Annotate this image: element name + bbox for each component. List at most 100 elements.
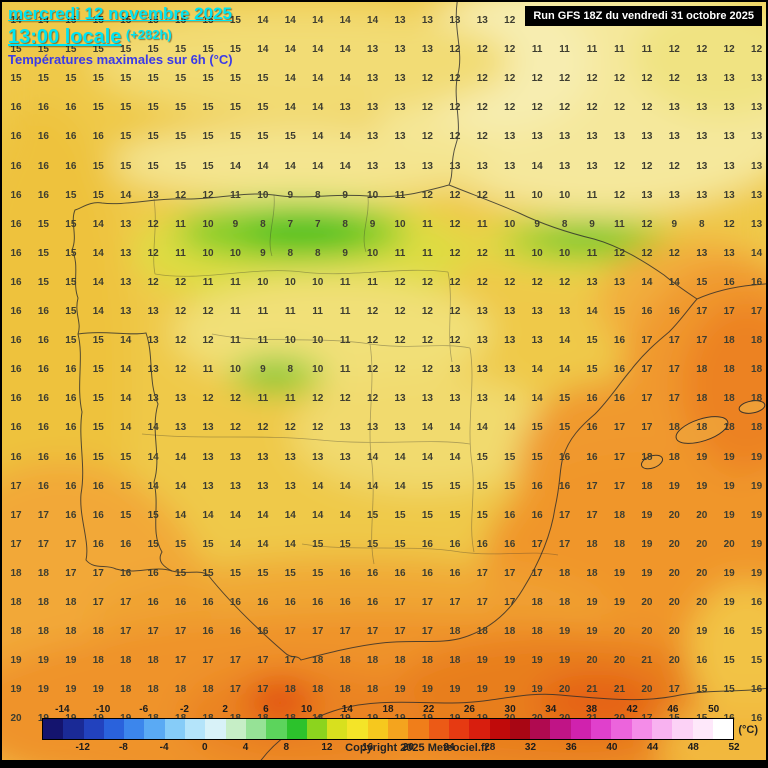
temp-value: 20 bbox=[668, 538, 680, 550]
temp-value: 15 bbox=[37, 44, 49, 56]
temp-value: 19 bbox=[751, 567, 763, 579]
temp-value: 10 bbox=[229, 247, 241, 259]
scale-cell bbox=[124, 719, 145, 739]
temp-value: 11 bbox=[614, 44, 625, 56]
scale-label: 24 bbox=[443, 742, 455, 753]
temp-value: 7 bbox=[314, 218, 321, 230]
temp-value: 18 bbox=[65, 626, 77, 638]
temp-value: 11 bbox=[504, 247, 516, 259]
temp-value: 12 bbox=[339, 393, 351, 405]
scale-cell bbox=[245, 719, 267, 739]
temp-value: 13 bbox=[284, 480, 296, 492]
temp-value: 19 bbox=[476, 655, 488, 667]
temp-value: 12 bbox=[449, 247, 461, 259]
temp-value: 15 bbox=[339, 538, 351, 550]
temp-value: 13 bbox=[394, 160, 406, 172]
temp-value: 15 bbox=[284, 567, 296, 579]
temp-value: 15 bbox=[65, 247, 77, 259]
temp-value: 12 bbox=[476, 189, 488, 201]
temp-value: 17 bbox=[641, 422, 653, 434]
temp-value: 13 bbox=[339, 102, 351, 114]
temp-value: 14 bbox=[284, 160, 296, 172]
scale-label: 38 bbox=[585, 704, 598, 715]
scale-cell bbox=[489, 719, 510, 739]
temp-value: 17 bbox=[284, 626, 296, 638]
temp-value: 16 bbox=[613, 393, 626, 405]
temp-value: 19 bbox=[531, 684, 543, 696]
temp-value: 9 bbox=[671, 218, 678, 230]
scale-cell bbox=[286, 719, 307, 739]
temp-value: 15 bbox=[120, 15, 132, 26]
temp-value: 14 bbox=[339, 480, 351, 492]
temp-value: 12 bbox=[147, 218, 159, 230]
temp-value: 15 bbox=[202, 73, 214, 85]
temp-value: 16 bbox=[10, 160, 22, 172]
temp-value: 20 bbox=[668, 655, 680, 667]
temp-value: 15 bbox=[147, 509, 159, 521]
temp-value: 14 bbox=[257, 15, 269, 26]
temp-value: 15 bbox=[312, 538, 324, 550]
temp-value: 12 bbox=[531, 102, 543, 114]
temp-value: 14 bbox=[339, 44, 351, 56]
temp-value: 14 bbox=[10, 15, 22, 26]
temp-value: 12 bbox=[723, 218, 735, 230]
temp-value: 17 bbox=[120, 597, 132, 608]
temp-value: 12 bbox=[449, 189, 461, 201]
temp-value: 20 bbox=[613, 655, 626, 667]
forecast-time: 13:00 locale bbox=[8, 25, 122, 48]
temp-value: 13 bbox=[586, 131, 598, 143]
temp-value: 15 bbox=[120, 131, 132, 143]
temp-value: 12 bbox=[421, 306, 433, 317]
temp-value: 16 bbox=[559, 480, 571, 492]
scale-label: -8 bbox=[118, 742, 128, 753]
model-run-label: Run GFS 18Z du vendredi 31 octobre 2025 bbox=[525, 6, 762, 26]
temp-value: 12 bbox=[394, 364, 406, 376]
temp-value: 18 bbox=[696, 364, 708, 376]
temp-value: 11 bbox=[559, 44, 570, 56]
temp-value: 15 bbox=[613, 306, 626, 317]
temp-value: 8 bbox=[561, 218, 568, 230]
temp-value: 17 bbox=[92, 567, 104, 579]
temp-value: 16 bbox=[613, 364, 626, 376]
temp-value: 14 bbox=[312, 509, 324, 521]
temp-value: 11 bbox=[230, 306, 241, 317]
temp-value: 14 bbox=[92, 247, 104, 259]
temp-value: 11 bbox=[230, 276, 241, 288]
temp-value: 14 bbox=[339, 15, 351, 26]
temp-value: 14 bbox=[92, 218, 104, 230]
temp-value: 17 bbox=[586, 509, 598, 521]
map-subtitle: Températures maximales sur 6h (°C) bbox=[8, 51, 233, 67]
temp-value: 19 bbox=[37, 684, 49, 696]
temp-value: 15 bbox=[202, 131, 214, 143]
temp-value: 15 bbox=[65, 335, 77, 347]
temp-value: 9 bbox=[260, 247, 266, 259]
temp-value: 13 bbox=[367, 131, 379, 143]
temp-value: 13 bbox=[120, 247, 132, 259]
temp-value: 16 bbox=[10, 276, 22, 288]
temp-value: 17 bbox=[668, 393, 680, 405]
temp-value: 17 bbox=[449, 597, 461, 608]
temp-value: 16 bbox=[257, 626, 269, 638]
temp-value: 16 bbox=[37, 131, 49, 143]
temp-value: 18 bbox=[586, 567, 598, 579]
temp-value: 14 bbox=[339, 509, 351, 521]
temp-value: 16 bbox=[37, 306, 49, 317]
temp-value: 15 bbox=[559, 393, 571, 405]
temp-value: 14 bbox=[394, 451, 406, 463]
temp-value: 16 bbox=[559, 451, 571, 463]
temp-value: 17 bbox=[10, 509, 22, 521]
temp-value: 13 bbox=[367, 102, 379, 114]
temp-value: 12 bbox=[449, 131, 461, 143]
temp-value: 13 bbox=[476, 364, 488, 376]
temp-value: 17 bbox=[559, 509, 571, 521]
temp-value: 12 bbox=[696, 44, 708, 56]
temp-value: 19 bbox=[37, 655, 49, 667]
temp-value: 13 bbox=[339, 451, 351, 463]
map-title-block: mercredi 12 novembre 2025 13:00 locale (… bbox=[8, 4, 233, 67]
temp-value: 17 bbox=[257, 655, 269, 667]
temp-value: 15 bbox=[147, 538, 159, 550]
temp-value: 11 bbox=[257, 393, 269, 405]
temp-value: 12 bbox=[559, 276, 571, 288]
temp-value: 15 bbox=[229, 73, 241, 85]
temp-value: 11 bbox=[394, 247, 406, 259]
